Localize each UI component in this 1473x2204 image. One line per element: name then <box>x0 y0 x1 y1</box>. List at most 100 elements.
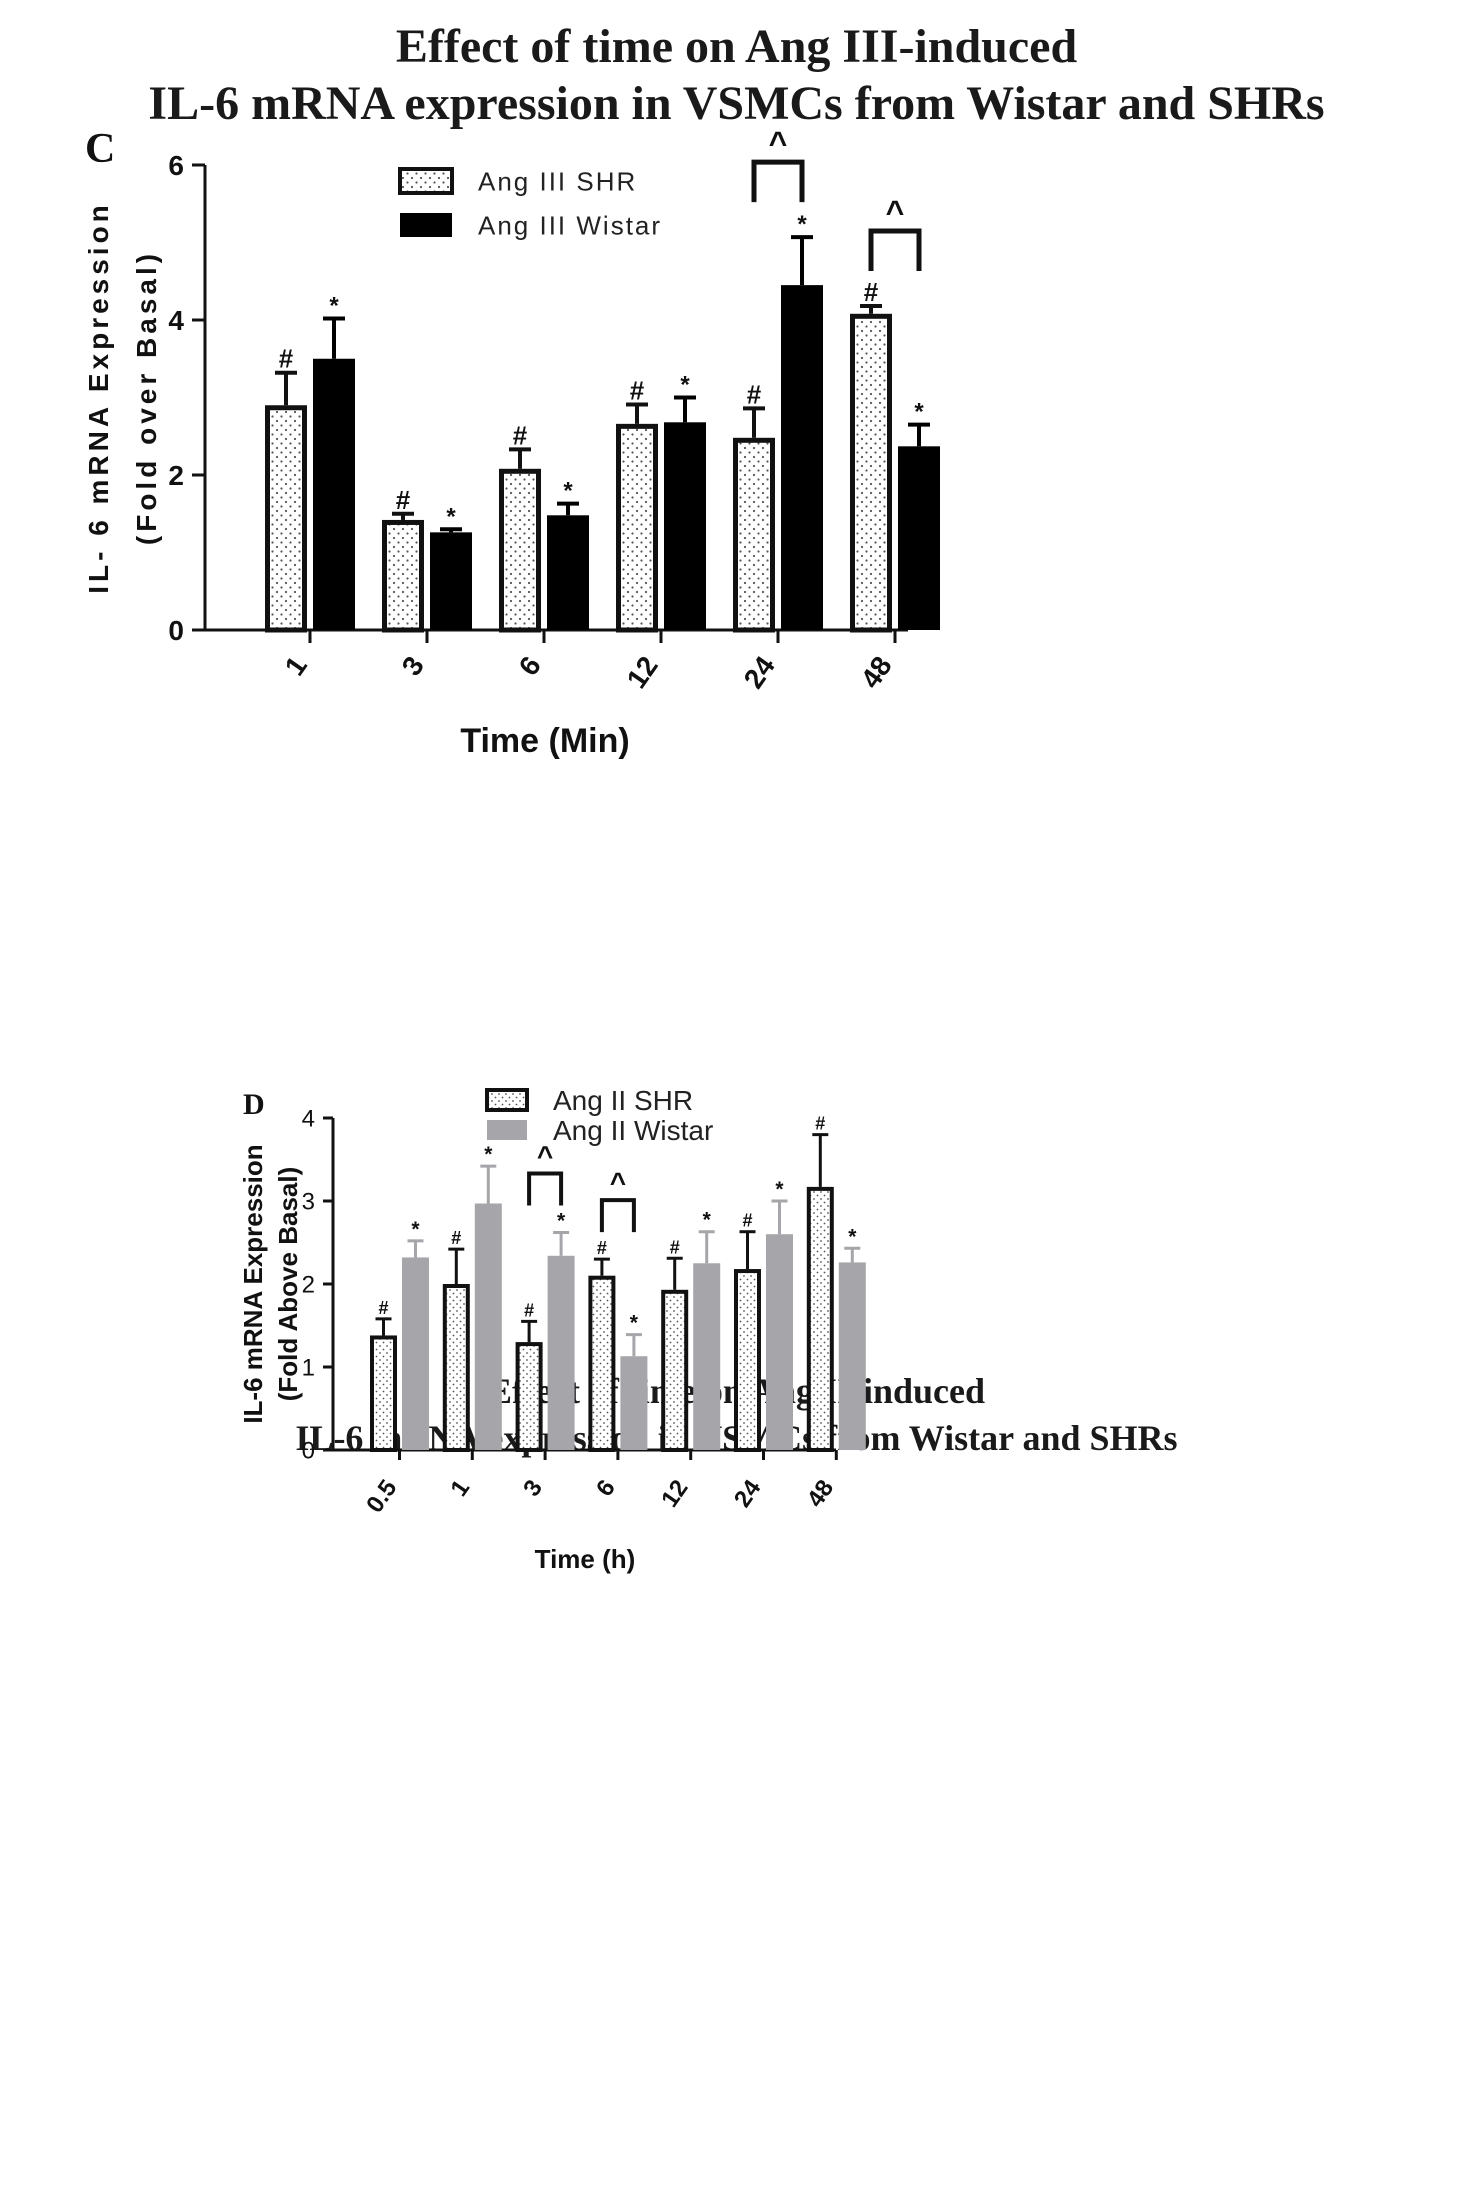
chart-d-significance-mark: # <box>524 1300 534 1320</box>
chart-c-category-label: 1 <box>279 651 313 682</box>
chart-c-significance-mark: * <box>797 211 807 238</box>
chart-d-category-label: 6 <box>591 1475 621 1501</box>
chart-c-bar <box>664 422 706 630</box>
chart-c-bar <box>616 423 658 633</box>
chart-d-y-label-line: (Fold Above Basal) <box>273 1167 303 1402</box>
chart-d-category-label: 48 <box>802 1475 839 1512</box>
chart-d-y-tick-label: 4 <box>302 1106 315 1133</box>
chart-d-bar <box>661 1289 689 1453</box>
chart-c-y-label-line: IL- 6 mRNA Expression <box>83 201 114 594</box>
chart-c-panel-label: C <box>85 126 115 172</box>
chart-c-significance-mark: # <box>747 379 762 409</box>
chart-d-legend-label: Ang II Wistar <box>553 1115 713 1146</box>
chart-d-significance-mark: * <box>484 1143 493 1166</box>
chart-c-significance-mark: * <box>329 292 339 319</box>
chart-d-category-label: 3 <box>518 1475 548 1501</box>
chart-d-significance-bracket <box>599 1198 636 1233</box>
chart-c-significance-bracket <box>868 228 922 272</box>
chart-d-legend-swatch <box>487 1120 527 1140</box>
chart-c-bar <box>547 515 589 630</box>
chart-c-significance-mark: * <box>563 478 573 505</box>
chart-d-bar <box>474 1203 502 1450</box>
chart-d-bracket-label: ^ <box>610 1167 626 1198</box>
chart-d-y-tick-label: 3 <box>302 1189 315 1216</box>
chart-d-significance-mark: * <box>703 1209 712 1232</box>
chart-d-significance-mark: * <box>848 1225 857 1248</box>
chart-d-y-tick-label: 0 <box>302 1438 315 1465</box>
chart-c-y-tick-label: 6 <box>168 150 184 181</box>
chart-c-y-label-line: (Fold over Basal) <box>131 250 162 545</box>
chart-c-category-label: 24 <box>738 650 782 694</box>
chart-d-significance-mark: # <box>742 1211 752 1231</box>
chart-c-significance-mark: * <box>680 372 690 399</box>
chart-c-category-label: 3 <box>396 651 430 682</box>
chart-c-category-label: 12 <box>621 651 664 694</box>
chart-c-bar <box>781 285 823 630</box>
chart-d-bar <box>547 1255 575 1450</box>
chart-d-bar <box>370 1335 397 1452</box>
chart-d-bar <box>838 1262 866 1450</box>
chart-d-significance-mark: * <box>411 1218 420 1241</box>
chart-d-significance-mark: # <box>670 1237 680 1257</box>
chart-d-significance-mark: * <box>775 1178 784 1201</box>
chart-c-legend-label: Ang III Wistar <box>478 210 662 240</box>
chart-d-bar <box>693 1263 721 1450</box>
chart-d-category-label: 0.5 <box>361 1475 402 1518</box>
chart-c-legend-label: Ang III SHR <box>478 166 637 196</box>
chart-d-bar <box>734 1269 761 1453</box>
chart-c-y-tick-label: 2 <box>168 460 184 491</box>
chart-c-y-tick-label: 4 <box>168 305 184 336</box>
chart-d-legend-label: Ang II SHR <box>553 1085 693 1116</box>
chart-c-title-line-2: IL-6 mRNA expression in VSMCs from Wista… <box>148 77 1325 130</box>
chart-c-significance-mark: # <box>513 420 528 450</box>
chart-c-significance-bracket <box>751 159 805 203</box>
chart-d-bar <box>515 1342 543 1452</box>
chart-c-bar <box>499 468 541 633</box>
chart-d-category-label: 1 <box>445 1475 475 1501</box>
chart-d-bracket-label: ^ <box>537 1141 553 1172</box>
chart-d-significance-mark: # <box>815 1114 825 1134</box>
chart-c-bar <box>733 437 775 633</box>
chart-c-bracket-label: ^ <box>769 125 788 161</box>
chart-c-category-label: 48 <box>855 651 898 694</box>
chart-c-significance-mark: # <box>630 375 645 405</box>
chart-d-bar <box>402 1257 429 1450</box>
chart-d-legend-swatch <box>485 1088 529 1112</box>
chart-c-significance-mark: # <box>279 344 294 374</box>
chart-c-significance-mark: # <box>864 277 879 307</box>
chart-c-significance-mark: # <box>396 485 411 515</box>
chart-d-bar <box>766 1234 793 1450</box>
chart-d-x-label: Time (h) <box>535 1544 636 1574</box>
chart-d-bar <box>442 1284 470 1452</box>
chart-d-significance-mark: * <box>557 1210 566 1233</box>
chart-c-bar <box>265 405 307 633</box>
chart-c-legend-swatch <box>398 167 454 195</box>
chart-d-bar <box>620 1356 648 1450</box>
chart-d-category-label: 24 <box>729 1474 767 1512</box>
chart-c-bar <box>898 446 940 630</box>
chart-d-y-tick-label: 1 <box>302 1355 315 1382</box>
chart-d-y-tick-label: 2 <box>302 1272 315 1299</box>
chart-c-category-label: 6 <box>513 651 547 682</box>
chart-d-significance-bracket <box>527 1171 564 1206</box>
chart-c-bar <box>382 519 424 633</box>
chart-c-title-line-1: Effect of time on Ang III-induced <box>395 20 1078 73</box>
chart-c-y-tick-label: 0 <box>168 615 184 646</box>
chart-c-title: Effect of time on Ang III-induced IL-6 m… <box>0 18 1473 132</box>
chart-c-x-label: Time (Min) <box>460 722 629 760</box>
chart-c-bar <box>430 532 472 630</box>
chart-c-bar <box>313 358 355 630</box>
chart-d-bar <box>588 1275 616 1452</box>
chart-c-significance-mark: * <box>446 503 456 530</box>
chart-d-significance-mark: # <box>378 1298 388 1318</box>
chart-d-significance-mark: # <box>597 1238 607 1258</box>
chart-c-legend-swatch <box>400 213 452 237</box>
chart-c-bracket-label: ^ <box>886 194 905 230</box>
chart-c-bar <box>850 313 892 633</box>
chart-c-significance-mark: * <box>914 399 924 426</box>
chart-d-significance-mark: * <box>630 1312 639 1335</box>
chart-d-panel-label: D <box>243 1088 265 1121</box>
